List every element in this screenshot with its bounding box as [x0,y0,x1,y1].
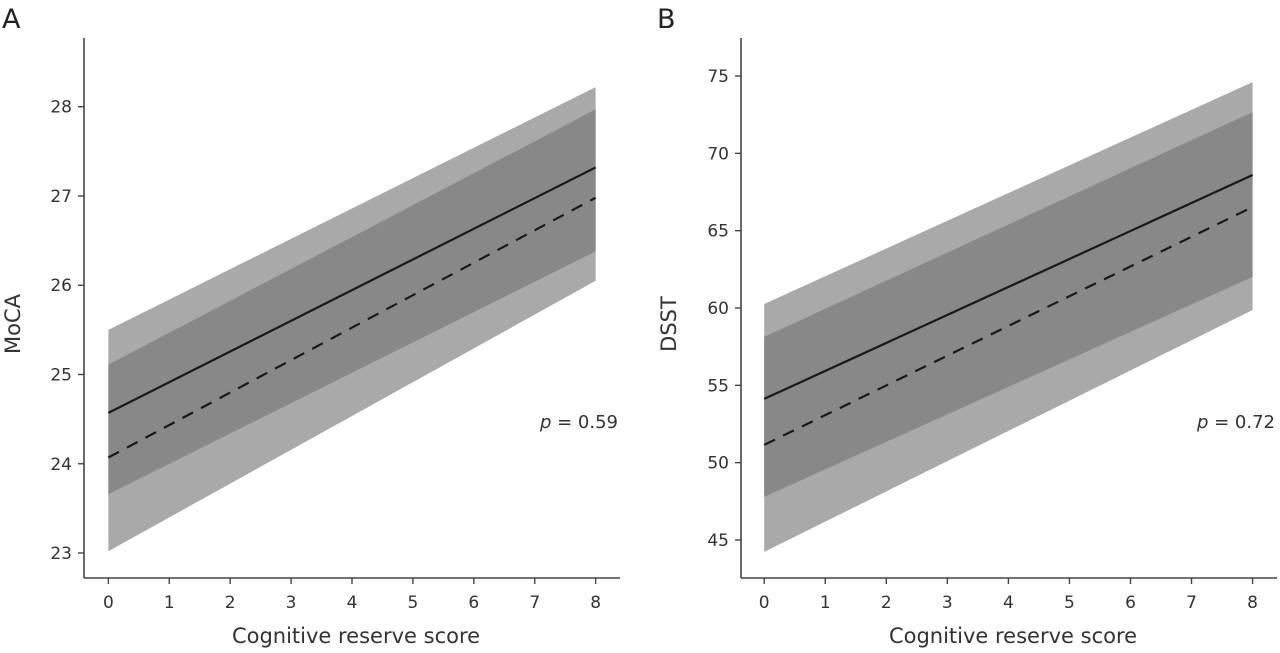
solid-series-line [763,174,1254,400]
inner-confidence-band [764,112,1253,497]
y-tick-label: 55 [707,376,729,396]
y-tick-label: 25 [50,365,72,385]
y-tick-label: 27 [50,187,72,207]
x-tick-label: 3 [942,593,953,613]
y-tick-label: 50 [707,454,729,474]
x-ticks: 0 1 2 3 4 5 6 7 8 [103,578,601,613]
solid-series-line [107,166,597,414]
x-tick-label: 7 [1186,593,1197,613]
x-tick-label: 4 [347,593,358,613]
y-tick-label: 23 [50,544,72,564]
series-lines [107,166,597,459]
y-tick-label: 70 [707,144,729,164]
x-ticks: 0 1 2 3 4 5 6 7 8 [759,578,1258,613]
y-tick-label: 60 [707,299,729,319]
x-tick-label: 5 [1064,593,1075,613]
x-tick-label: 5 [407,593,418,613]
dashed-series-line [763,206,1254,446]
panel-label-a: A [2,4,21,35]
x-tick-label: 1 [820,593,831,613]
y-tick-label: 45 [707,531,729,551]
x-axis-title: Cognitive reserve score [232,624,480,648]
x-tick-label: 2 [225,593,236,613]
x-tick-label: 6 [468,593,479,613]
y-axis-title: DSST [657,296,681,352]
y-tick-label: 65 [707,222,729,242]
x-tick-label: 8 [1247,593,1258,613]
p-symbol: p [539,412,551,433]
x-tick-label: 0 [103,593,114,613]
x-tick-label: 1 [164,593,175,613]
x-tick-label: 0 [759,593,770,613]
x-tick-label: 6 [1125,593,1136,613]
x-tick-label: 8 [590,593,601,613]
x-tick-label: 7 [529,593,540,613]
dashed-series-line [107,196,597,459]
confidence-bands [764,82,1253,552]
series-lines [763,174,1254,446]
y-axis-title: MoCA [1,293,25,354]
inner-confidence-band [108,109,596,495]
y-tick-label: 24 [50,455,72,475]
x-tick-label: 3 [286,593,297,613]
confidence-bands [108,87,596,552]
p-value-annotation: p = 0.72 [1196,412,1275,433]
p-value-text: = 0.59 [551,412,618,433]
panel-label-b: B [657,4,676,35]
x-axis-title: Cognitive reserve score [889,624,1137,648]
p-symbol: p [1196,412,1208,433]
x-tick-label: 4 [1003,593,1014,613]
y-ticks: 45 50 55 60 65 70 75 [707,67,741,551]
x-tick-label: 2 [881,593,892,613]
p-value-text: = 0.72 [1208,412,1275,433]
y-tick-label: 26 [50,276,72,296]
y-tick-label: 28 [50,98,72,118]
y-ticks: 23 24 25 26 27 28 [50,98,84,564]
y-tick-label: 75 [707,67,729,87]
p-value-annotation: p = 0.59 [539,412,618,433]
